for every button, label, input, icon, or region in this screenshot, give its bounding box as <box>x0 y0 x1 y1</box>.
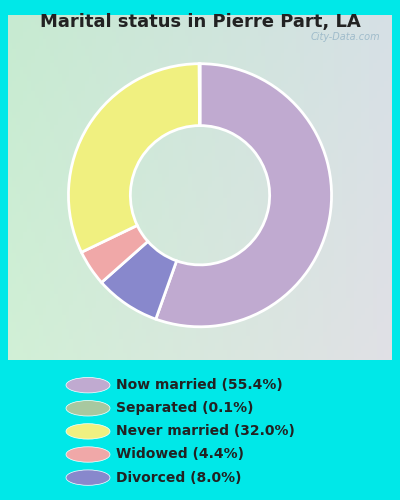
Wedge shape <box>199 64 200 126</box>
Text: Divorced (8.0%): Divorced (8.0%) <box>116 470 242 484</box>
Text: City-Data.com: City-Data.com <box>311 32 380 42</box>
Text: Widowed (4.4%): Widowed (4.4%) <box>116 448 244 462</box>
Circle shape <box>66 400 110 416</box>
Circle shape <box>66 378 110 393</box>
Text: Separated (0.1%): Separated (0.1%) <box>116 402 254 415</box>
Text: Marital status in Pierre Part, LA: Marital status in Pierre Part, LA <box>40 12 360 30</box>
Wedge shape <box>102 242 176 319</box>
Wedge shape <box>82 226 148 282</box>
Wedge shape <box>156 64 332 327</box>
Circle shape <box>66 470 110 486</box>
Wedge shape <box>68 64 200 252</box>
Text: Never married (32.0%): Never married (32.0%) <box>116 424 295 438</box>
Circle shape <box>66 424 110 439</box>
Text: Now married (55.4%): Now married (55.4%) <box>116 378 283 392</box>
Circle shape <box>66 447 110 462</box>
